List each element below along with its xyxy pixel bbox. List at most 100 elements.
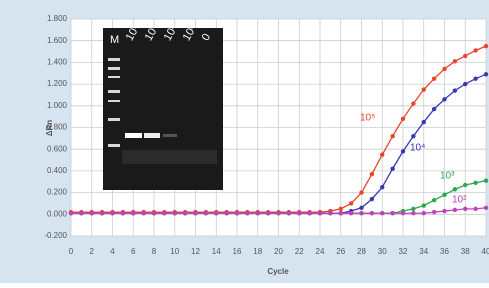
data-point [370, 211, 374, 215]
data-point [484, 72, 488, 76]
data-point [193, 211, 197, 215]
data-point [463, 183, 467, 187]
data-point [401, 149, 405, 153]
x-tick-label: 34 [419, 247, 428, 256]
x-tick-label: 40 [482, 247, 489, 256]
x-tick-label: 10 [170, 247, 179, 256]
data-point [359, 206, 363, 210]
x-tick-label: 2 [90, 247, 95, 256]
x-tick-label: 38 [461, 247, 470, 256]
y-tick-label: 0.000 [47, 209, 68, 218]
data-point [339, 207, 343, 211]
data-point [390, 167, 394, 171]
data-point [442, 193, 446, 197]
data-point [453, 208, 457, 212]
x-tick-label: 12 [191, 247, 200, 256]
x-tick-label: 20 [274, 247, 283, 256]
y-tick-label: 0.400 [47, 166, 68, 175]
data-point [90, 211, 94, 215]
data-point [276, 211, 280, 215]
data-point [432, 76, 436, 80]
data-point [183, 211, 187, 215]
x-tick-label: 32 [399, 247, 408, 256]
data-point [214, 211, 218, 215]
data-point [422, 211, 426, 215]
data-point [380, 152, 384, 156]
data-point [453, 88, 457, 92]
data-point [401, 117, 405, 121]
data-point [432, 107, 436, 111]
data-point [473, 207, 477, 211]
y-tick-label: 1.400 [47, 58, 68, 67]
data-point [473, 48, 477, 52]
x-tick-label: 22 [295, 247, 304, 256]
data-point [411, 211, 415, 215]
data-point [432, 210, 436, 214]
data-point [100, 211, 104, 215]
data-point [442, 97, 446, 101]
y-tick-label: 0.800 [47, 123, 68, 132]
data-point [473, 181, 477, 185]
x-tick-label: 24 [316, 247, 325, 256]
x-tick-label: 26 [336, 247, 345, 256]
band [144, 133, 160, 138]
data-point [256, 211, 260, 215]
data-point [121, 211, 125, 215]
data-point [422, 203, 426, 207]
data-point [380, 185, 384, 189]
data-point [339, 211, 343, 215]
data-point [245, 211, 249, 215]
x-tick-label: 28 [357, 247, 366, 256]
data-point [411, 101, 415, 105]
x-tick-label: 8 [152, 247, 157, 256]
data-point [287, 211, 291, 215]
x-tick-label: 6 [131, 247, 136, 256]
x-tick-label: 18 [253, 247, 262, 256]
gel-image [103, 28, 223, 190]
x-tick-label: 36 [440, 247, 449, 256]
x-axis-label: Cycle [267, 267, 289, 276]
data-point [297, 211, 301, 215]
data-point [463, 82, 467, 86]
data-point [235, 211, 239, 215]
data-point [432, 198, 436, 202]
data-point [411, 134, 415, 138]
series-label: 10⁴ [410, 143, 425, 154]
y-tick-label: 0.200 [47, 188, 68, 197]
data-point [359, 190, 363, 194]
series-label: 10³ [440, 171, 455, 182]
data-point [349, 201, 353, 205]
data-point [473, 76, 477, 80]
data-point [204, 211, 208, 215]
x-tick-label: 4 [110, 247, 115, 256]
data-point [110, 211, 114, 215]
chart: ΔRn Cycle M10⁵10⁴10³10²0 -0.2000.0000.20… [0, 0, 489, 283]
y-tick-label: 1.600 [47, 36, 68, 45]
smear [122, 150, 217, 164]
data-point [422, 87, 426, 91]
data-point [453, 187, 457, 191]
data-point [162, 211, 166, 215]
data-point [401, 211, 405, 215]
y-tick-label: 1.200 [47, 79, 68, 88]
data-point [463, 207, 467, 211]
data-point [359, 211, 363, 215]
data-point [141, 211, 145, 215]
series-label: 10⁵ [360, 113, 375, 124]
y-tick-label: 1.800 [47, 14, 68, 23]
data-point [411, 207, 415, 211]
data-point [370, 172, 374, 176]
series-label: 10² [452, 195, 467, 206]
data-point [484, 206, 488, 210]
data-point [484, 178, 488, 182]
data-point [463, 54, 467, 58]
data-point [69, 211, 73, 215]
x-tick-label: 16 [233, 247, 242, 256]
y-tick-label: -0.200 [44, 231, 67, 240]
gel-lane-label: M [110, 34, 119, 46]
x-tick-label: 0 [69, 247, 74, 256]
y-tick-label: 0.600 [47, 144, 68, 153]
data-point [79, 211, 83, 215]
band [125, 133, 142, 138]
